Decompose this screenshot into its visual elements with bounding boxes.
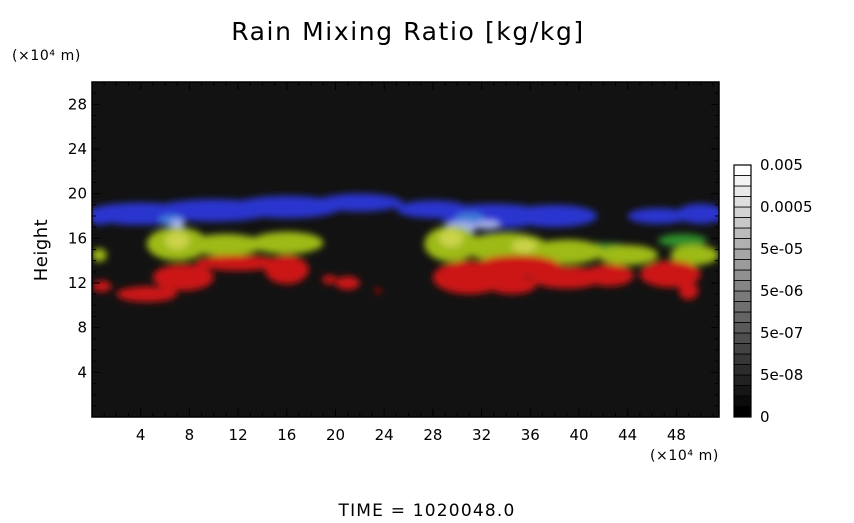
colorbar-segment [733, 301, 752, 313]
rain-cell-2-0 [169, 219, 185, 229]
y-tick-label: 8 [77, 319, 87, 337]
rain-cell-4-6 [597, 245, 659, 266]
x-tick-label: 36 [521, 426, 540, 444]
rain-cell-0-9 [92, 207, 113, 225]
rain-field-layer [92, 193, 719, 302]
y-tick-label: 24 [68, 140, 87, 158]
rain-cell-6-14 [92, 280, 112, 292]
x-tick-label: 8 [185, 426, 195, 444]
rain-cell-6-1 [152, 264, 214, 291]
colorbar-segment [733, 238, 752, 250]
colorbar-segment [733, 269, 752, 281]
rain-cell-6-3 [264, 255, 309, 285]
rain-cell-0-2 [232, 195, 342, 219]
x-axis: 4 8 12 16 20 24 28 32 36 40 44 48 [103, 82, 714, 444]
x-tick-label: 40 [569, 426, 588, 444]
rain-cell-4-1 [189, 233, 263, 257]
colorbar-segment [733, 196, 752, 208]
colorbar-label: 0.005 [760, 156, 803, 174]
rain-cell-6-6 [374, 288, 382, 294]
y-tick-label: 16 [68, 229, 87, 247]
y-tick-label: 4 [77, 363, 87, 381]
colorbar-label: 0 [760, 408, 770, 426]
x-tick-label: 20 [326, 426, 345, 444]
y-tick-label: 20 [68, 185, 87, 203]
colorbar-segment [733, 206, 752, 218]
y-tick-label: 12 [68, 274, 87, 292]
rain-cell-6-5 [335, 276, 360, 290]
colorbar-segment [733, 322, 752, 334]
colorbar-segment [733, 185, 752, 197]
colorbar-segment [733, 164, 752, 176]
rain-cell-6-0 [116, 286, 178, 302]
x-tick-label: 12 [229, 426, 248, 444]
rain-cell-0-7 [627, 208, 689, 224]
rain-cell-0-3 [317, 193, 403, 212]
colorbar-segment [733, 311, 752, 323]
colorbar-segment [733, 248, 752, 260]
rain-cell-4-7 [670, 245, 719, 266]
rain-cell-6-10 [530, 266, 604, 289]
colorbar-label: 0.0005 [760, 198, 813, 216]
y-axis: 4 8 12 16 20 24 28 [68, 92, 719, 407]
colorbar-segment [733, 280, 752, 292]
colorbar-frame [733, 164, 752, 418]
rain-cell-6-2 [195, 255, 281, 271]
colorbar-segment [733, 395, 752, 407]
rain-cell-6-9 [487, 276, 537, 295]
rain-cell-6-13 [678, 281, 699, 300]
colorbar-segment [733, 385, 752, 397]
rain-cell-4-5 [530, 239, 604, 265]
x-tick-label: 28 [423, 426, 442, 444]
colorbar-segment [733, 406, 752, 418]
x-tick-label: 16 [277, 426, 296, 444]
y-axis-title: Height [31, 219, 52, 282]
colorbar-label: 5e-05 [760, 240, 803, 258]
colorbar-segment [733, 332, 752, 344]
rain-cell-0-6 [512, 204, 598, 228]
colorbar-label: 5e-08 [760, 366, 803, 384]
rain-cell-4-2 [250, 231, 324, 254]
x-tick-label: 32 [472, 426, 491, 444]
x-tick-label: 24 [375, 426, 394, 444]
colorbar-segment [733, 227, 752, 239]
colorbar: 0 5e-08 5e-07 5e-06 5e-05 0.0005 0.005 [733, 156, 813, 426]
rain-cell-3-2 [658, 233, 707, 248]
x-axis-unit-label: (×10⁴ m) [650, 448, 719, 464]
y-tick-label: 28 [68, 95, 87, 113]
colorbar-segment [733, 217, 752, 229]
rain-cell-1-1 [454, 212, 485, 224]
rain-cell-6-11 [585, 264, 634, 287]
colorbar-segment [733, 175, 752, 187]
colorbar-segment [733, 290, 752, 302]
colorbar-segment [733, 259, 752, 271]
rain-cell-5-2 [512, 239, 537, 253]
colorbar-label: 5e-06 [760, 282, 803, 300]
rain-cell-6-4 [322, 275, 337, 285]
x-tick-label: 44 [618, 426, 637, 444]
colorbar-segment [733, 343, 752, 355]
rain-cell-5-1 [438, 229, 464, 248]
rain-cell-0-8 [676, 203, 719, 224]
colorbar-segment [733, 353, 752, 365]
x-tick-label: 4 [136, 426, 146, 444]
chart-title: Rain Mixing Ratio [kg/kg] [231, 17, 585, 46]
rain-cell-4-8 [92, 248, 107, 262]
y-axis-unit-label: (×10⁴ m) [12, 48, 81, 64]
colorbar-label: 5e-07 [760, 324, 803, 342]
rain-cell-5-0 [165, 231, 190, 250]
x-tick-label: 48 [667, 426, 686, 444]
rain-cell-2-2 [475, 220, 500, 230]
time-label: TIME = 1020048.0 [338, 501, 516, 519]
colorbar-segment [733, 374, 752, 386]
rain-cell-6-12 [639, 260, 701, 288]
colorbar-segment [733, 364, 752, 376]
